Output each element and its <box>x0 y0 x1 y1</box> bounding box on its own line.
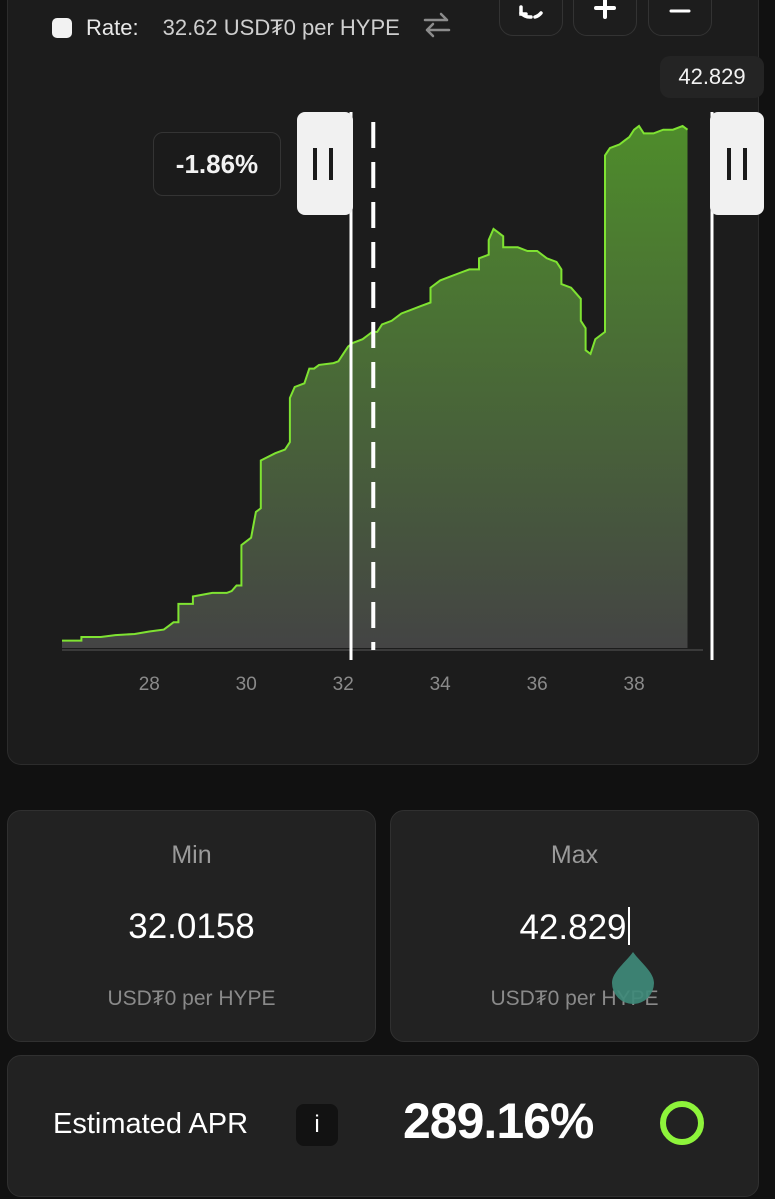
zoom-out-button[interactable] <box>648 0 712 36</box>
min-price-card[interactable]: Min 32.0158 USD₮0 per HYPE <box>7 810 376 1042</box>
reset-zoom-button[interactable] <box>499 0 563 36</box>
min-price-input[interactable]: 32.0158 <box>128 907 255 946</box>
max-price-card[interactable]: Max 42.829 USD₮0 per HYPE <box>390 810 759 1042</box>
text-caret <box>627 907 630 945</box>
zoom-in-button[interactable] <box>573 0 637 36</box>
x-tick-label: 34 <box>430 674 452 695</box>
liquidity-depth-chart: 28 30 32 34 36 38 <box>62 112 764 695</box>
max-price-input-wrap[interactable]: 42.829 <box>391 907 758 948</box>
x-tick-label: 30 <box>236 674 257 695</box>
apr-label: Estimated APR <box>53 1108 249 1140</box>
max-price-tag: 42.829 <box>660 56 764 98</box>
x-tick-label: 28 <box>139 674 160 695</box>
swap-arrows-icon[interactable] <box>422 10 452 46</box>
refresh-icon <box>519 5 543 19</box>
min-range-handle[interactable] <box>297 112 353 215</box>
x-tick-label: 32 <box>333 674 354 695</box>
max-price-input[interactable]: 42.829 <box>519 908 627 947</box>
plus-icon <box>594 0 616 19</box>
max-range-handle[interactable] <box>710 112 764 215</box>
text-selection-handle-icon[interactable] <box>610 950 656 1006</box>
rate-row: Rate: 32.62 USD₮0 per HYPE <box>52 10 452 46</box>
max-card-title: Max <box>550 841 599 869</box>
x-axis-ticks: 28 30 32 34 36 38 <box>139 674 645 695</box>
rate-value: 32.62 USD₮0 per HYPE <box>162 15 400 40</box>
min-card-unit: USD₮0 per HYPE <box>107 987 276 1010</box>
minus-icon <box>669 9 691 13</box>
x-tick-label: 38 <box>624 674 645 695</box>
apr-value: 289.16% <box>403 1093 594 1149</box>
min-card-title: Min <box>171 841 212 869</box>
estimated-apr-card: Estimated APR i 289.16% <box>7 1055 759 1197</box>
liquidity-line <box>62 124 689 642</box>
max-card-unit: USD₮0 per HYPE <box>490 987 659 1010</box>
range-percent-tag: -1.86% <box>153 132 281 196</box>
rate-checkbox[interactable] <box>52 18 72 38</box>
apr-status-ring-icon <box>660 1101 704 1145</box>
apr-info-button[interactable]: i <box>296 1104 338 1146</box>
x-tick-label: 36 <box>527 674 548 695</box>
rate-label: Rate: <box>86 15 139 40</box>
